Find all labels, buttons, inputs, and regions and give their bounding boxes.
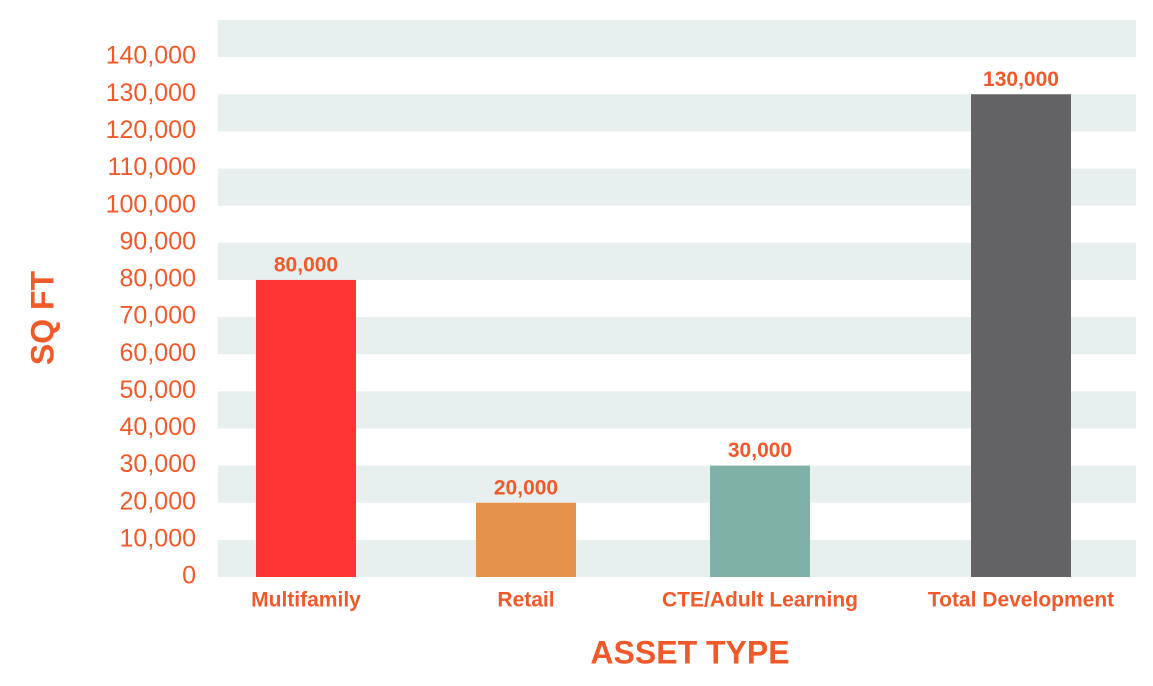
bar	[710, 465, 810, 577]
y-tick-label: 140,000	[106, 42, 196, 70]
bar	[256, 279, 356, 577]
bar	[476, 502, 576, 577]
y-tick-label: 100,000	[106, 190, 196, 218]
bar	[971, 94, 1071, 578]
y-tick-label: 30,000	[120, 450, 196, 478]
y-tick-label: 20,000	[120, 487, 196, 515]
x-tick-label: Retail	[497, 589, 554, 612]
grid-band	[218, 20, 1136, 58]
y-axis-label: SQ FT	[24, 270, 60, 365]
x-tick-label: Total Development	[928, 589, 1114, 612]
y-tick-label: 90,000	[120, 227, 196, 255]
x-tick-label: Multifamily	[251, 589, 361, 612]
y-tick-label: 130,000	[106, 79, 196, 107]
y-tick-label: 60,000	[120, 339, 196, 367]
y-tick-label: 0	[182, 562, 196, 590]
y-tick-label: 120,000	[106, 116, 196, 144]
y-tick-label: 110,000	[107, 153, 196, 181]
value-label: 20,000	[494, 476, 558, 499]
x-tick-label: CTE/Adult Learning	[662, 589, 858, 612]
y-tick-label: 70,000	[120, 302, 196, 330]
y-tick-label: 80,000	[120, 265, 196, 293]
value-label: 80,000	[274, 253, 338, 276]
x-axis-label: ASSET TYPE	[590, 634, 789, 670]
y-tick-label: 50,000	[120, 376, 196, 404]
y-tick-label: 40,000	[120, 413, 196, 441]
value-label: 30,000	[728, 439, 792, 462]
value-label: 130,000	[983, 68, 1059, 91]
y-tick-label: 10,000	[120, 524, 196, 552]
